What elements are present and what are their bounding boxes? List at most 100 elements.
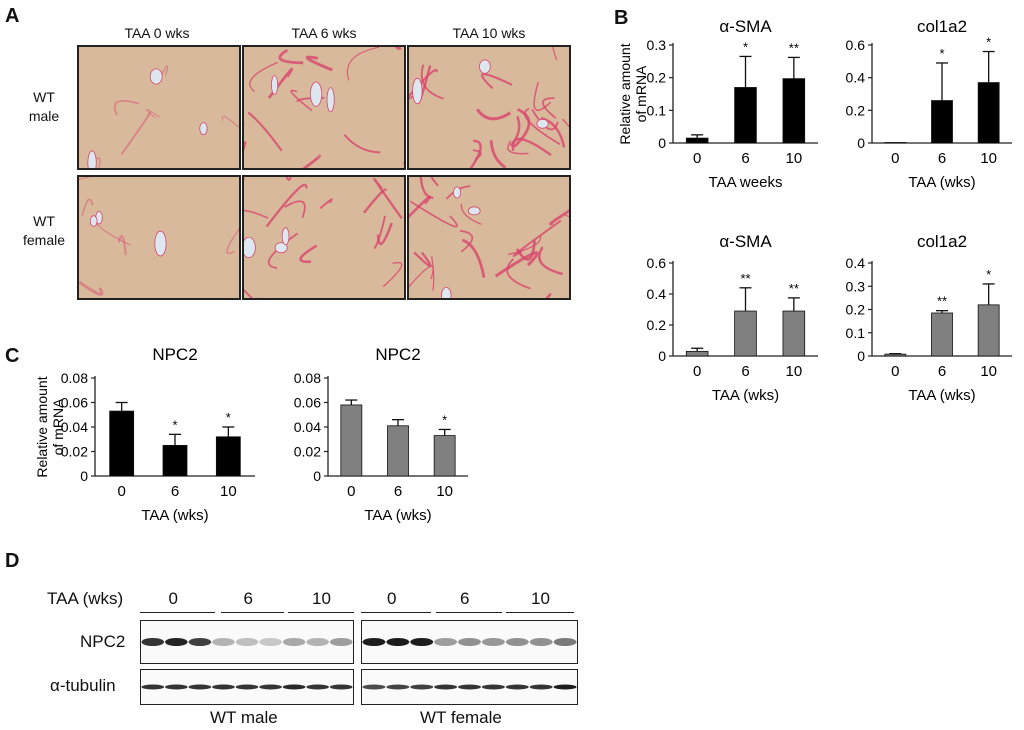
y-tick-label: 0.04: [61, 419, 88, 435]
blot-band: [282, 684, 306, 690]
blot-band: [529, 638, 553, 646]
blot-band: [362, 684, 386, 690]
npc2-female-bar-chart: NPC2 0 0.02 0.04 0.06 0.08 0 6 * 10 TAA (wks): [294, 345, 468, 524]
blot-band: [434, 638, 458, 646]
chart-title: col1a2: [917, 17, 967, 36]
blot-band: [505, 638, 529, 646]
chart-title: α-SMA: [719, 232, 772, 251]
panel-letter-d: D: [5, 550, 20, 572]
blot-band: [329, 684, 353, 690]
y-tick-label: 0.1: [647, 102, 667, 118]
histology-column-label-10wks: TAA 10 wks: [452, 25, 526, 41]
blot-group-underline: [436, 612, 502, 613]
blot-row-label-npc2: NPC2: [80, 632, 126, 651]
x-tick-label: 6: [938, 363, 946, 380]
blot-group-label: 6: [243, 589, 253, 608]
npc2-blot-female: [361, 620, 578, 664]
y-tick-label: 0: [658, 135, 666, 151]
x-axis-label: TAA (wks): [364, 507, 431, 524]
y-axis-label-line2: of mRNA: [50, 398, 66, 455]
tubulin-blot-female: [361, 669, 578, 705]
significance-marker: **: [789, 40, 799, 55]
bar-6: [387, 425, 409, 477]
y-tick-label: 0.6: [846, 37, 866, 53]
blot-group-underline: [140, 612, 215, 613]
x-axis-label: TAA (wks): [712, 387, 779, 404]
bar-0: [884, 142, 907, 144]
blot-band: [259, 638, 282, 646]
bar-10: [782, 78, 806, 144]
bar-6: [162, 444, 188, 477]
blot-band: [306, 638, 329, 646]
x-tick-label: 0: [117, 483, 125, 500]
blot-band: [188, 684, 212, 690]
blot-group-underline: [221, 612, 284, 613]
bar-6: [734, 87, 757, 144]
col1a2-male-bar-chart: col1a2 0 0.2 0.4 0.6 0 * 6 * 10 TAA (wks): [846, 17, 1012, 191]
bar-10: [782, 310, 806, 357]
blot-band: [329, 638, 353, 646]
bar-0: [884, 353, 907, 357]
x-tick-label: 6: [741, 363, 749, 380]
y-tick-label: 0.4: [846, 255, 866, 271]
blot-band: [165, 684, 188, 690]
bar-0: [685, 137, 709, 144]
chart-title: NPC2: [152, 345, 197, 364]
blot-band: [410, 684, 434, 690]
blot-band: [141, 684, 165, 690]
y-tick-label: 0: [658, 348, 666, 364]
x-tick-label: 10: [220, 483, 237, 500]
blot-band: [553, 684, 577, 690]
y-tick-label: 0.02: [61, 444, 88, 460]
panel-letter-c: C: [5, 345, 20, 367]
bar-10: [433, 435, 456, 477]
x-tick-label: 0: [891, 150, 899, 167]
blot-band: [458, 684, 481, 690]
x-axis-label: TAA (wks): [908, 174, 975, 191]
x-axis-label: TAA (wks): [141, 507, 208, 524]
y-tick-label: 0.2: [846, 302, 866, 318]
y-tick-label: 0: [857, 348, 865, 364]
blot-band: [306, 684, 329, 690]
blot-group-underline: [506, 612, 574, 613]
y-tick-label: 0.06: [61, 395, 88, 411]
significance-marker: *: [226, 410, 231, 425]
blot-group-label: 0: [387, 589, 397, 608]
bar-10: [977, 82, 1000, 144]
histology-row-label-female: WT female: [14, 212, 74, 250]
histology-image-female-10wks: [407, 175, 571, 300]
blot-band: [212, 638, 235, 646]
significance-marker: *: [442, 412, 447, 427]
x-tick-label: 10: [785, 363, 802, 380]
bar-6: [734, 310, 757, 357]
blot-group-underline: [288, 612, 354, 613]
blot-group-label: 6: [460, 589, 470, 608]
significance-marker: *: [939, 46, 944, 61]
significance-marker: *: [743, 39, 748, 54]
bar-0: [109, 410, 135, 477]
y-axis-label-line1: Relative amount: [34, 376, 50, 477]
row-label-genotype: WT: [33, 89, 55, 105]
chart-title: col1a2: [917, 232, 967, 251]
col1a2-female-bar-chart: col1a2 0 0.1 0.2 0.3 0.4 0 ** 6 * 10 TAA (wks): [846, 232, 1012, 404]
x-axis-label: TAA (wks): [908, 387, 975, 404]
blot-band: [410, 638, 434, 646]
blot-band: [141, 638, 165, 646]
y-tick-label: 0.3: [647, 37, 667, 53]
histology-image-female-6wks: [242, 175, 406, 300]
y-tick-label: 0.4: [846, 70, 866, 86]
x-tick-label: 10: [436, 483, 453, 500]
blot-band: [434, 684, 458, 690]
blot-band: [259, 684, 282, 690]
panel-letter-a: A: [5, 5, 20, 27]
histology-texture: [79, 177, 239, 296]
blot-group-label: 0: [168, 589, 178, 608]
x-tick-label: 6: [741, 150, 749, 167]
significance-marker: *: [172, 417, 177, 432]
bar-0: [685, 350, 709, 357]
row-label-genotype: WT: [33, 213, 55, 229]
blot-band: [282, 638, 306, 646]
blot-group-underline: [361, 612, 431, 613]
histology-column-label-0wks: TAA 0 wks: [124, 25, 190, 41]
histology-column-label-6wks: TAA 6 wks: [291, 25, 357, 41]
